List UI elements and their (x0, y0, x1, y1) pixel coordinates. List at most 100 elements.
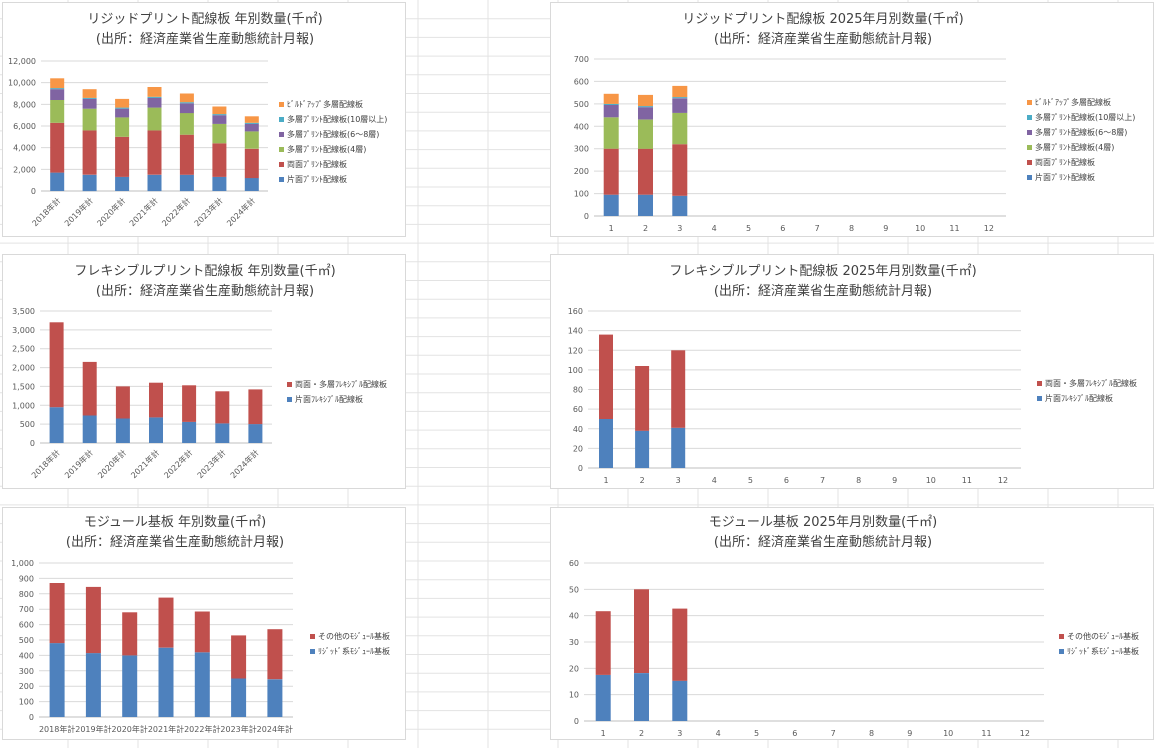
legend-swatch (287, 382, 292, 387)
y-tick-label: 6,000 (13, 122, 36, 131)
chart-rigid-monthly-svg: リジッドプリント配線板 2025年月別数量(千㎡) (出所：経済産業省生産動態統計… (574, 11, 1136, 233)
x-tick-label: 11 (949, 224, 959, 233)
y-tick-label: 100 (574, 190, 589, 199)
y-tick-label: 500 (574, 100, 589, 109)
y-tick-label: 400 (19, 651, 34, 660)
chart-module-monthly-svg: モジュール基板 2025年月別数量(千㎡) (出所：経済産業省生産動態統計月報) 0… (569, 515, 1139, 738)
y-tick-label: 700 (574, 55, 589, 64)
chart-module-monthly[interactable]: モジュール基板 2025年月別数量(千㎡) (出所：経済産業省生産動態統計月報) 0… (550, 507, 1154, 740)
bar-segment (49, 643, 65, 717)
legend-swatch (1059, 649, 1064, 654)
x-tick-label: 2022年計 (162, 447, 195, 480)
chart-flex-monthly[interactable]: フレキシブルプリント配線板 2025年月別数量(千㎡) (出所：経済産業省生産動態… (550, 254, 1154, 489)
legend-label: その他のﾓｼﾞｭｰﾙ基板 (318, 631, 390, 641)
bar-segment (635, 366, 650, 431)
bar-segment (672, 680, 688, 721)
bar-segment (179, 134, 194, 175)
legend-label: 多層ﾌﾟﾘﾝﾄ配線板(10層以上) (287, 114, 387, 124)
bar-segment (231, 635, 247, 679)
bar-segment (122, 612, 138, 656)
x-tick-label: 3 (677, 729, 682, 738)
bar-segment (244, 148, 259, 179)
y-tick-label: 8,000 (13, 100, 36, 109)
y-tick-label: 4,000 (13, 144, 36, 153)
bar-segment (179, 93, 194, 103)
bar-segment (82, 108, 97, 131)
bar-segment (672, 112, 688, 145)
y-tick-label: 12,000 (8, 57, 36, 66)
y-tick-label: 140 (568, 327, 583, 336)
y-tick-label: 300 (574, 145, 589, 154)
legend-swatch (287, 397, 292, 402)
legend-swatch (279, 177, 284, 182)
x-tick-label: 1 (603, 476, 608, 485)
x-tick-label: 11 (962, 476, 972, 485)
bar-segment (634, 673, 649, 721)
legend-swatch (310, 649, 315, 654)
bar-segment (115, 386, 130, 419)
x-tick-label: 10 (915, 224, 925, 233)
y-tick-label: 100 (19, 698, 34, 707)
y-tick-label: 50 (569, 585, 579, 594)
bar-segment (638, 194, 653, 216)
y-tick-label: 800 (19, 590, 34, 599)
bar-segment (638, 148, 653, 195)
bar-segment (635, 430, 650, 468)
bar-segment (634, 589, 649, 673)
bar-segment (115, 117, 130, 137)
bar-segment (244, 116, 259, 123)
bar-segment (603, 148, 619, 195)
bar-segment (244, 131, 259, 149)
y-tick-label: 600 (574, 77, 589, 86)
x-tick-label: 2023年計 (192, 195, 225, 228)
legend-swatch (279, 147, 284, 152)
chart-flex-monthly-svg: フレキシブルプリント配線板 2025年月別数量(千㎡) (出所：経済産業省生産動態… (568, 263, 1137, 485)
legend-swatch (1027, 115, 1032, 120)
bar-segment (82, 97, 97, 99)
bar-segment (158, 597, 174, 648)
bar-segment (599, 334, 613, 419)
x-tick-label: 1 (609, 224, 614, 233)
bar-segment (672, 85, 688, 98)
bar-segment (147, 97, 162, 108)
legend-label: 多層ﾌﾟﾘﾝﾄ配線板(10層以上) (1035, 112, 1135, 122)
chart-title: フレキシブルプリント配線板 年別数量(千㎡) (74, 263, 335, 279)
y-tick-label: 200 (19, 682, 34, 691)
y-tick-label: 1,500 (12, 382, 35, 391)
bar-segment (179, 102, 194, 104)
chart-flex-annual-svg: フレキシブルプリント配線板 年別数量(千㎡) (出所：経済産業省生産動態統計月報)… (12, 263, 387, 480)
x-tick-label: 4 (716, 729, 721, 738)
legend-swatch (1059, 634, 1064, 639)
bar-segment (50, 172, 65, 191)
bar-segment (115, 176, 130, 191)
chart-module-annual[interactable]: モジュール基板 年別数量(千㎡) (出所：経済産業省生産動態統計月報) 0 100 20… (2, 507, 406, 740)
bar-segment (603, 105, 619, 118)
bar-segment (179, 113, 194, 135)
bar-segment (672, 98, 688, 113)
x-tick-label: 6 (784, 476, 789, 485)
chart-rigid-monthly[interactable]: リジッドプリント配線板 2025年月別数量(千㎡) (出所：経済産業省生産動態統計… (550, 2, 1154, 237)
x-tick-label: 2023年計 (195, 447, 228, 480)
legend-label: 両面ﾌﾟﾘﾝﾄ配線板 (1035, 157, 1095, 167)
y-tick-label: 20 (569, 664, 579, 673)
x-tick-label: 10 (926, 476, 936, 485)
chart-rigid-annual-svg: リジッドプリント配線板 年別数量(千㎡)(出所：経済産業省生産動態統計月報)02… (8, 11, 387, 228)
y-tick-label: 3,500 (12, 307, 35, 316)
y-tick-label: 10 (569, 691, 579, 700)
legend-swatch (279, 102, 284, 107)
bar-segment (179, 103, 194, 114)
y-tick-label: 700 (19, 605, 34, 614)
legend-label: 両面ﾌﾟﾘﾝﾄ配線板 (287, 159, 347, 169)
legend-label: 片面ﾌﾚｷｼﾌﾞﾙ配線板 (1045, 393, 1113, 403)
bar-segment (672, 195, 688, 216)
x-tick-label: 5 (746, 224, 751, 233)
bar-segment (50, 88, 65, 90)
x-tick-label: 1 (601, 729, 606, 738)
bar-segment (115, 98, 130, 108)
y-tick-label: 60 (573, 405, 583, 414)
bar-segment (215, 391, 230, 424)
x-tick-label: 2022年計 (184, 724, 220, 734)
chart-flex-annual[interactable]: フレキシブルプリント配線板 年別数量(千㎡) (出所：経済産業省生産動態統計月報)… (2, 254, 406, 489)
bar-segment (49, 583, 65, 644)
chart-rigid-annual[interactable]: リジッドプリント配線板 年別数量(千㎡) (出所：経済産業省生産動態統計月報) 0 2… (2, 2, 406, 237)
